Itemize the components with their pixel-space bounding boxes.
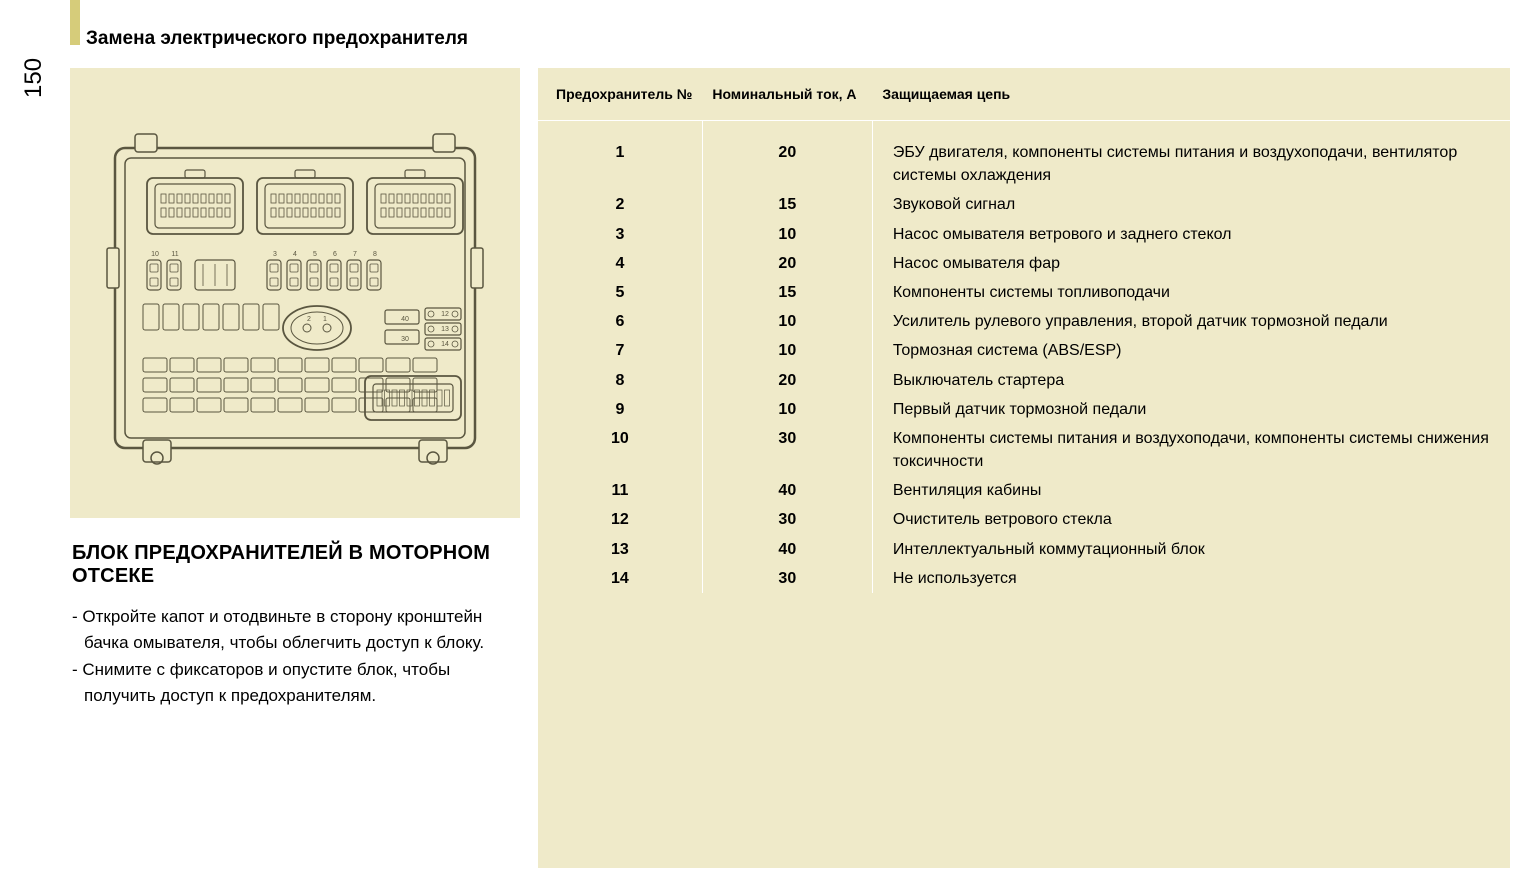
cell-circuit: Выключатель стартера (872, 366, 1510, 395)
table-row: 215Звуковой сигнал (538, 190, 1510, 219)
svg-text:6: 6 (333, 251, 337, 258)
table-row: 310Насос омывателя ветрового и заднего с… (538, 220, 1510, 249)
cell-fuse-number: 14 (538, 564, 702, 593)
fuse-box-diagram-panel: 1011345678403012121314 (70, 68, 520, 518)
cell-circuit: ЭБУ двигателя, компоненты системы питани… (872, 121, 1510, 191)
cell-amperage: 30 (702, 424, 872, 476)
table-row: 1340Интеллектуальный коммутационный блок (538, 535, 1510, 564)
cell-circuit: Не используется (872, 564, 1510, 593)
cell-amperage: 40 (702, 535, 872, 564)
table-row: 1140Вентиляция кабины (538, 476, 1510, 505)
table-row: 710Тормозная система (ABS/ESP) (538, 336, 1510, 365)
cell-amperage: 20 (702, 366, 872, 395)
cell-amperage: 30 (702, 564, 872, 593)
cell-amperage: 20 (702, 249, 872, 278)
col-header-amperage: Номинальный ток, А (702, 68, 872, 121)
svg-text:10: 10 (151, 251, 159, 258)
svg-text:7: 7 (353, 251, 357, 258)
cell-fuse-number: 1 (538, 121, 702, 191)
svg-text:8: 8 (373, 251, 377, 258)
cell-amperage: 10 (702, 395, 872, 424)
svg-text:13: 13 (441, 326, 449, 333)
col-header-fuse-number: Предохранитель № (538, 68, 702, 121)
cell-circuit: Усилитель рулевого управления, второй да… (872, 307, 1510, 336)
instruction-item: Откройте капот и отодвиньте в сторону кр… (72, 604, 520, 655)
table-row: 420Насос омывателя фар (538, 249, 1510, 278)
cell-fuse-number: 9 (538, 395, 702, 424)
fuse-table: Предохранитель № Номинальный ток, А Защи… (538, 68, 1510, 593)
cell-circuit: Вентиляция кабины (872, 476, 1510, 505)
svg-text:1: 1 (323, 316, 327, 323)
fuse-box-diagram: 1011345678403012121314 (95, 118, 495, 478)
cell-fuse-number: 6 (538, 307, 702, 336)
cell-amperage: 30 (702, 505, 872, 534)
cell-fuse-number: 5 (538, 278, 702, 307)
cell-fuse-number: 2 (538, 190, 702, 219)
cell-circuit: Насос омывателя фар (872, 249, 1510, 278)
cell-circuit: Насос омывателя ветрового и заднего стек… (872, 220, 1510, 249)
side-tab-marker (70, 0, 80, 45)
table-row: 1230Очиститель ветрового стекла (538, 505, 1510, 534)
svg-text:30: 30 (401, 336, 409, 343)
svg-text:2: 2 (307, 316, 311, 323)
cell-amperage: 15 (702, 190, 872, 219)
col-header-circuit: Защищаемая цепь (872, 68, 1510, 121)
cell-circuit: Тормозная система (ABS/ESP) (872, 336, 1510, 365)
cell-fuse-number: 12 (538, 505, 702, 534)
cell-amperage: 10 (702, 336, 872, 365)
section-heading: БЛОК ПРЕДОХРАНИТЕЛЕЙ В МОТОРНОМ ОТСЕКЕ (70, 542, 520, 588)
cell-fuse-number: 13 (538, 535, 702, 564)
svg-text:11: 11 (171, 251, 178, 258)
svg-text:5: 5 (313, 251, 317, 258)
instructions-list: Откройте капот и отодвиньте в сторону кр… (70, 604, 520, 708)
left-column: 1011345678403012121314 БЛОК ПРЕДОХРАНИТЕ… (70, 68, 520, 710)
svg-text:4: 4 (293, 251, 297, 258)
table-row: 120ЭБУ двигателя, компоненты системы пит… (538, 121, 1510, 191)
cell-fuse-number: 3 (538, 220, 702, 249)
svg-text:3: 3 (273, 251, 277, 258)
cell-amperage: 40 (702, 476, 872, 505)
cell-circuit: Компоненты системы питания и воздухопода… (872, 424, 1510, 476)
table-row: 515Компоненты системы топливоподачи (538, 278, 1510, 307)
cell-fuse-number: 10 (538, 424, 702, 476)
table-row: 820Выключатель стартера (538, 366, 1510, 395)
cell-fuse-number: 4 (538, 249, 702, 278)
cell-fuse-number: 7 (538, 336, 702, 365)
svg-text:14: 14 (441, 341, 449, 348)
cell-circuit: Первый датчик тормозной педали (872, 395, 1510, 424)
cell-fuse-number: 8 (538, 366, 702, 395)
cell-circuit: Компоненты системы топливоподачи (872, 278, 1510, 307)
fuse-table-panel: Предохранитель № Номинальный ток, А Защи… (538, 68, 1510, 868)
cell-amperage: 10 (702, 220, 872, 249)
cell-circuit: Очиститель ветрового стекла (872, 505, 1510, 534)
instruction-item: Снимите с фиксаторов и опустите блок, чт… (72, 657, 520, 708)
table-row: 910Первый датчик тормозной педали (538, 395, 1510, 424)
cell-amperage: 20 (702, 121, 872, 191)
table-row: 1430Не используется (538, 564, 1510, 593)
cell-fuse-number: 11 (538, 476, 702, 505)
page-number: 150 (20, 58, 48, 98)
svg-text:12: 12 (441, 311, 449, 318)
cell-circuit: Звуковой сигнал (872, 190, 1510, 219)
table-row: 1030Компоненты системы питания и воздухо… (538, 424, 1510, 476)
fuse-table-body: 120ЭБУ двигателя, компоненты системы пит… (538, 121, 1510, 594)
cell-amperage: 10 (702, 307, 872, 336)
page-title: Замена электрического предохранителя (86, 28, 468, 50)
table-row: 610Усилитель рулевого управления, второй… (538, 307, 1510, 336)
cell-amperage: 15 (702, 278, 872, 307)
svg-text:40: 40 (401, 316, 409, 323)
cell-circuit: Интеллектуальный коммутационный блок (872, 535, 1510, 564)
